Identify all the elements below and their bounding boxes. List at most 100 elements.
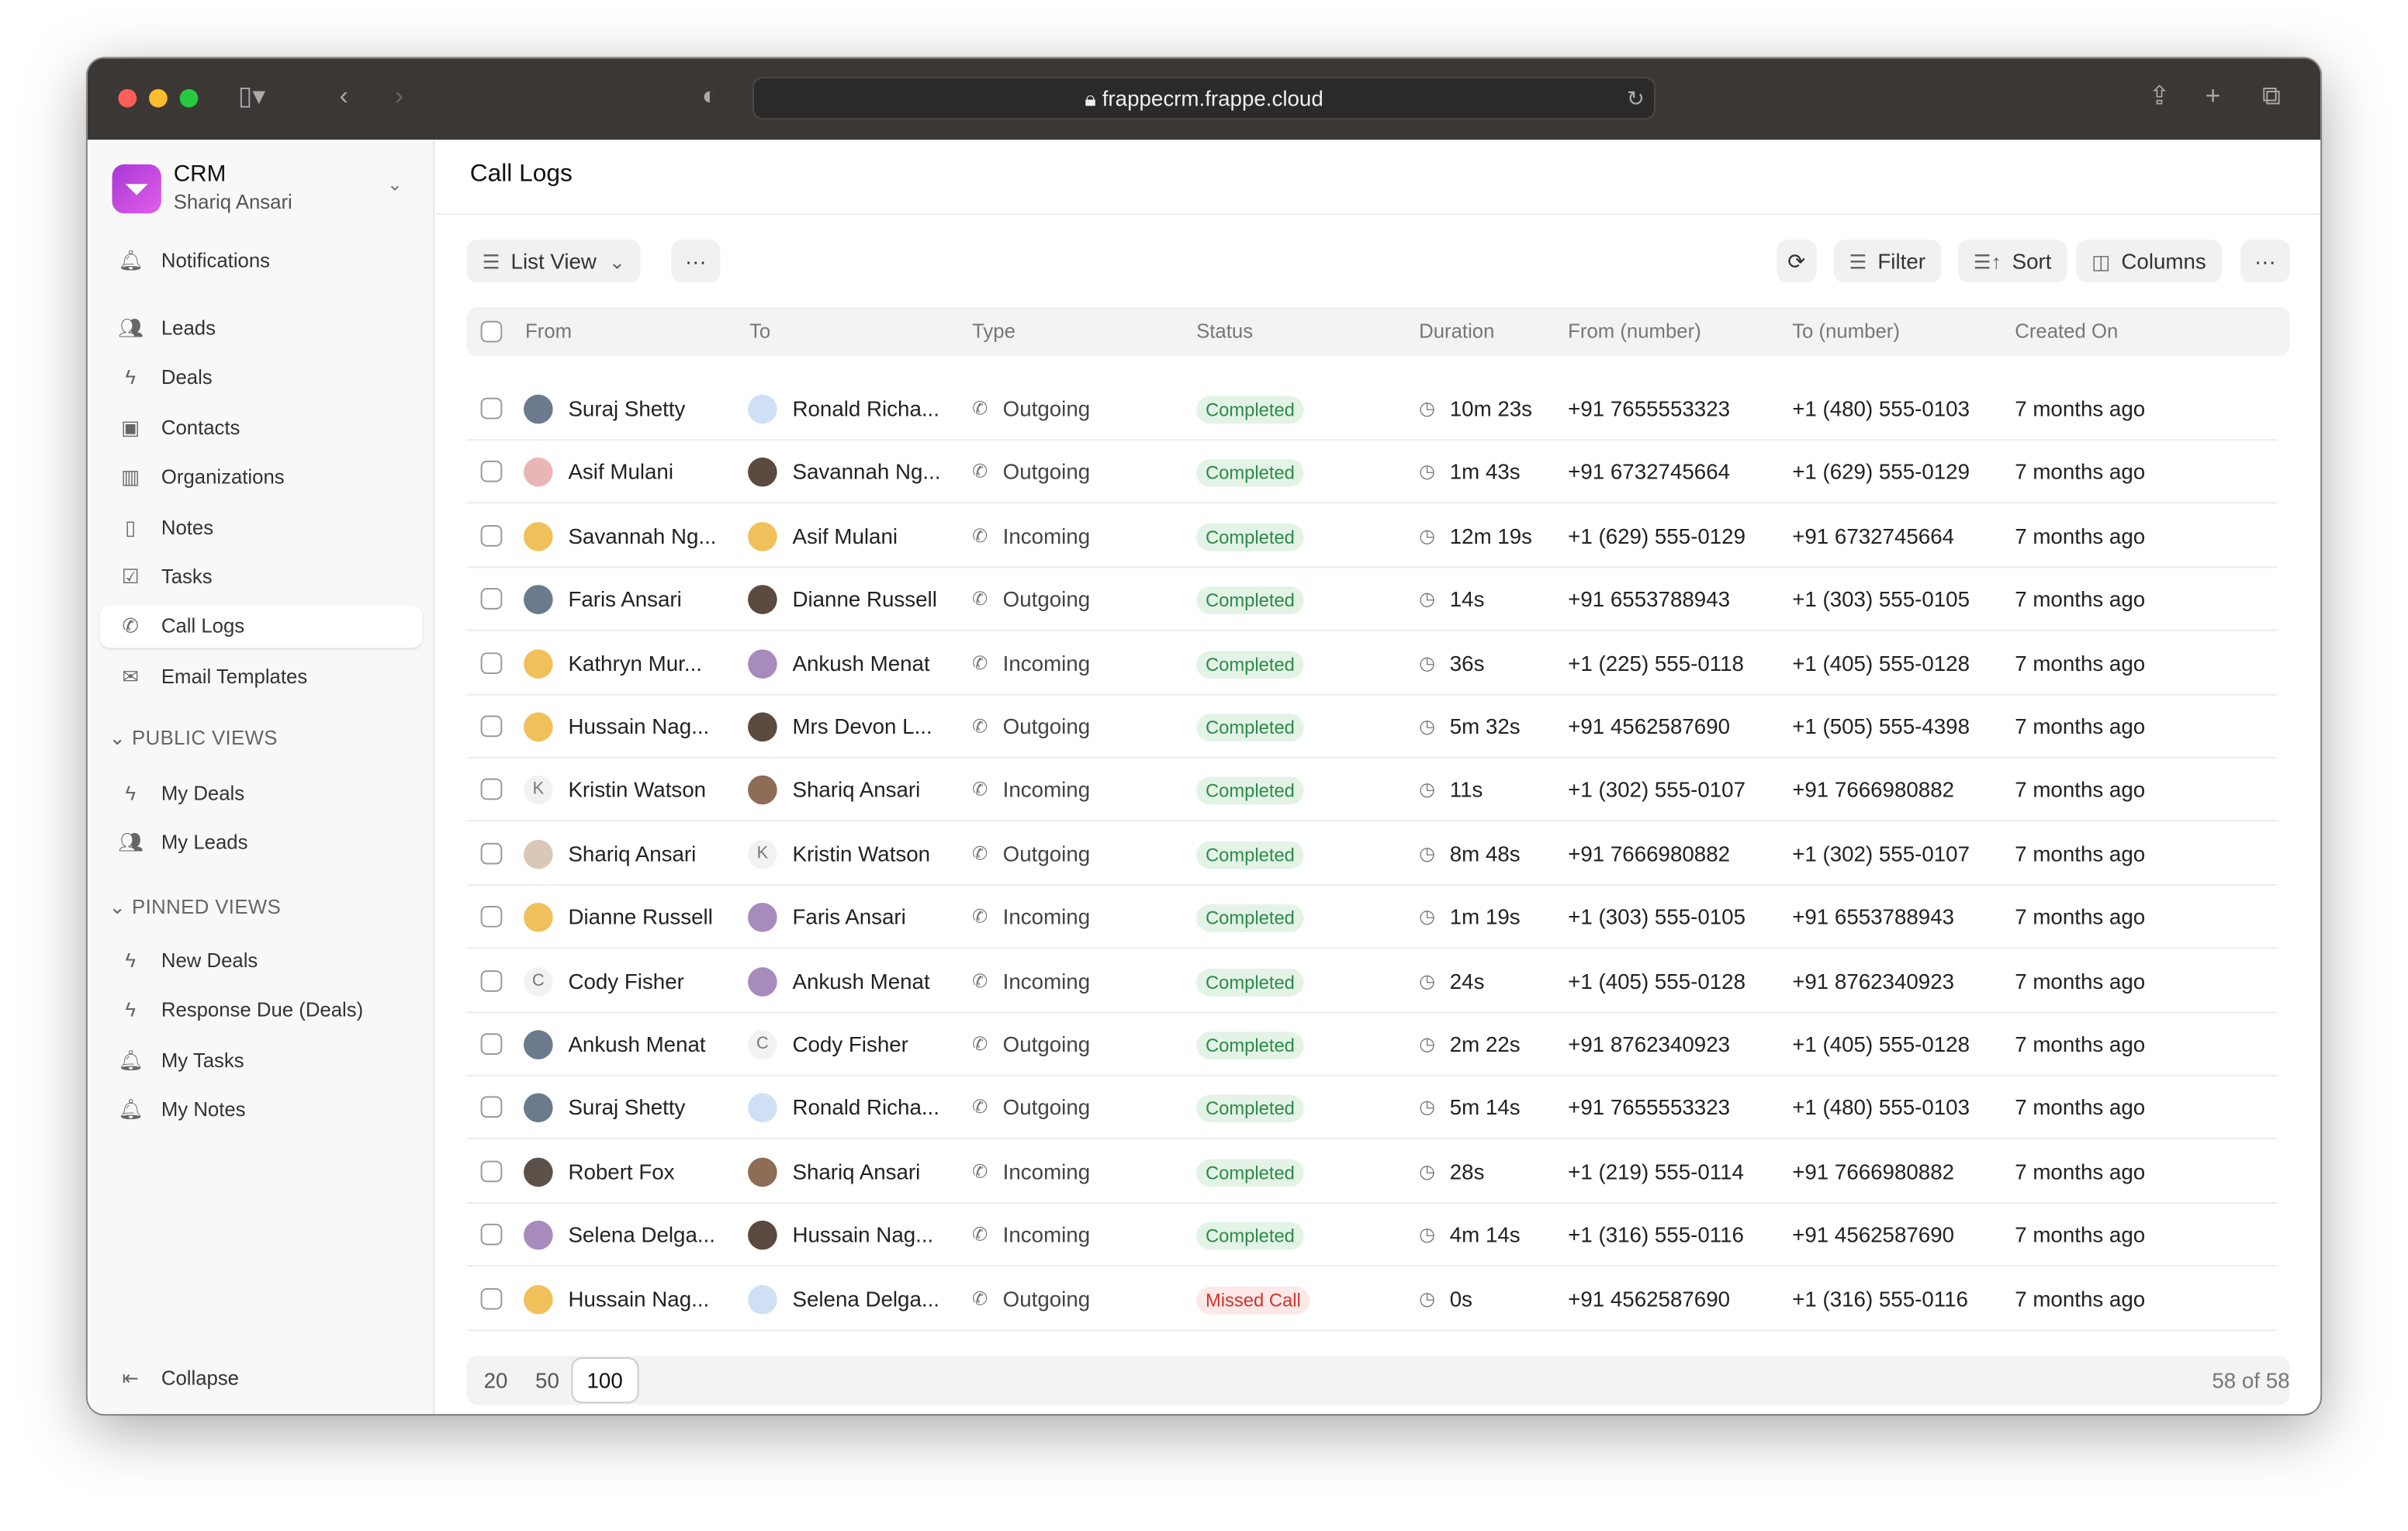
avatar — [748, 648, 777, 679]
address-bar[interactable]: 🔒︎ frappecrm.frappe.cloud ↻ — [752, 76, 1656, 120]
duration: 11s — [1449, 777, 1483, 803]
row-checkbox[interactable] — [480, 1160, 503, 1182]
app-name: CRM — [173, 161, 227, 188]
tabs-overview-icon[interactable]: ⧉ — [2261, 81, 2281, 111]
sidebar-item-new-deals[interactable]: ϟ New Deals — [100, 940, 423, 983]
sidebar-toggle-icon[interactable]: ▯▾ — [237, 81, 266, 111]
collapse-button[interactable]: ⇤ Collapse — [100, 1357, 423, 1400]
column-header-duration[interactable]: Duration — [1419, 319, 1495, 343]
to-name: Hussain Nag... — [792, 1222, 934, 1247]
contact-icon: ▣ — [121, 416, 140, 439]
row-checkbox[interactable] — [480, 1287, 503, 1309]
outgoing-call-icon: ✆ — [972, 715, 988, 738]
table-row[interactable]: Faris Ansari Dianne Russell ✆ Outgoing Compl… — [466, 569, 2278, 631]
sidebar-item-tasks[interactable]: ☑ Tasks — [100, 556, 423, 599]
table-row[interactable]: Selena Delga... Hussain Nag... ✆ Incoming Co… — [466, 1204, 2278, 1267]
row-checkbox[interactable] — [480, 524, 503, 547]
page-size-20[interactable]: 20 — [483, 1367, 508, 1393]
sidebar-item-email-templates[interactable]: ✉ Email Templates — [100, 655, 423, 698]
sidebar-item-my-leads[interactable]: 👥︎ My Leads — [100, 822, 423, 865]
chevron-down-icon: ⌄ — [109, 726, 133, 750]
phone-icon: ✆ — [122, 614, 140, 638]
column-header-created-on[interactable]: Created On — [2015, 319, 2119, 343]
row-checkbox[interactable] — [480, 1224, 503, 1246]
view-selector[interactable]: ☰ List View ⌄ — [466, 239, 642, 283]
columns-button[interactable]: ◫ Columns — [2076, 239, 2222, 283]
column-header-to-number[interactable]: To (number) — [1792, 319, 1900, 343]
view-options-button[interactable]: ··· — [671, 239, 721, 283]
to-number: +91 7666980882 — [1792, 777, 1955, 803]
column-header-from-number[interactable]: From (number) — [1568, 319, 1701, 343]
table-row[interactable]: K Kristin Watson Shariq Ansari ✆ Incoming Com… — [466, 759, 2278, 822]
reload-icon[interactable]: ↻ — [1626, 85, 1645, 111]
refresh-button[interactable]: ⟳ — [1777, 239, 1817, 283]
lightning-icon: ϟ — [125, 781, 137, 805]
table-row[interactable]: Ankush Menat C Cody Fisher ✆ Outgoing Complet… — [466, 1014, 2278, 1077]
table-row[interactable]: Shariq Ansari K Kristin Watson ✆ Outgoing Com… — [466, 823, 2278, 886]
incoming-call-icon: ✆ — [972, 1160, 988, 1182]
row-checkbox[interactable] — [480, 779, 503, 801]
row-checkbox[interactable] — [480, 1097, 503, 1118]
row-checkbox[interactable] — [480, 715, 503, 738]
sidebar-item-response-due-deals[interactable]: ϟ Response Due (Deals) — [100, 990, 423, 1032]
row-checkbox[interactable] — [480, 588, 503, 610]
column-header-to[interactable]: To — [749, 319, 771, 343]
minimize-window-button[interactable] — [149, 88, 168, 108]
incoming-call-icon: ✆ — [972, 969, 988, 992]
duration: 5m 14s — [1449, 1095, 1521, 1120]
new-tab-icon[interactable]: + — [2205, 81, 2221, 111]
table-row[interactable]: Dianne Russell Faris Ansari ✆ Incoming Compl… — [466, 886, 2278, 949]
row-checkbox[interactable] — [480, 906, 503, 928]
table-row[interactable]: Suraj Shetty Ronald Richa... ✆ Outgoing Comp… — [466, 1077, 2278, 1140]
back-icon[interactable]: ‹ — [339, 81, 348, 111]
row-checkbox[interactable] — [480, 842, 503, 865]
table-row[interactable]: Kathryn Mur... Ankush Menat ✆ Incoming Compl… — [466, 632, 2278, 695]
filter-button[interactable]: ☰ Filter — [1833, 239, 1941, 283]
column-header-from[interactable]: From — [525, 319, 573, 343]
forward-icon[interactable]: › — [394, 81, 403, 111]
pinned-views-toggle[interactable]: ⌄ PINNED VIEWS — [109, 895, 282, 920]
to-name: Shariq Ansari — [792, 1159, 921, 1184]
sidebar-item-call-logs[interactable]: ✆ Call Logs — [99, 605, 423, 649]
sidebar-item-my-tasks[interactable]: 🔔︎ My Tasks — [100, 1039, 423, 1082]
sidebar-item-deals[interactable]: ϟ Deals — [100, 357, 423, 399]
row-checkbox[interactable] — [480, 651, 503, 674]
column-header-type[interactable]: Type — [972, 319, 1015, 343]
shield-icon[interactable]: ◐ — [701, 81, 718, 111]
share-icon[interactable]: ⇪ — [2148, 81, 2171, 111]
table-row[interactable]: Robert Fox Shariq Ansari ✆ Incoming Complete… — [466, 1140, 2278, 1204]
sidebar-item-organizations[interactable]: ▥ Organizations — [100, 456, 423, 499]
sidebar-item-label: Tasks — [161, 565, 213, 589]
table-row[interactable]: Hussain Nag... Mrs Devon L... ✆ Outgoing Com… — [466, 696, 2278, 759]
table-row[interactable]: Savannah Ng... Asif Mulani ✆ Incoming Comple… — [466, 505, 2278, 569]
page-size-50[interactable]: 50 — [535, 1367, 559, 1393]
avatar — [748, 585, 777, 615]
table-row[interactable]: C Cody Fisher Ankush Menat ✆ Incoming Complet… — [466, 950, 2278, 1013]
row-checkbox[interactable] — [480, 397, 503, 420]
more-options-button[interactable]: ··· — [2240, 239, 2290, 283]
select-all-checkbox[interactable] — [480, 320, 503, 343]
table-row[interactable]: Suraj Shetty Ronald Richa... ✆ Outgoing Comp… — [466, 378, 2278, 441]
sidebar-item-label: Leads — [161, 316, 216, 340]
column-header-status[interactable]: Status — [1196, 319, 1254, 343]
sort-button[interactable]: ☰↑ Sort — [1957, 239, 2067, 283]
row-checkbox[interactable] — [480, 461, 503, 483]
maximize-window-button[interactable] — [179, 88, 199, 108]
row-checkbox[interactable] — [480, 969, 503, 992]
public-views-toggle[interactable]: ⌄ PUBLIC VIEWS — [109, 726, 278, 751]
table-row[interactable]: Hussain Nag... Selena Delga... ✆ Outgoing Mi… — [466, 1267, 2278, 1331]
avatar — [524, 839, 553, 869]
sidebar-item-contacts[interactable]: ▣ Contacts — [100, 406, 423, 449]
sidebar-item-my-deals[interactable]: ϟ My Deals — [100, 772, 423, 815]
close-window-button[interactable] — [118, 88, 137, 108]
page-size-100[interactable]: 100 — [573, 1358, 637, 1402]
sidebar-item-notifications[interactable]: 🔔︎ Notifications — [100, 240, 423, 282]
sidebar-item-notes[interactable]: ▯ Notes — [100, 506, 423, 548]
collapse-icon: ⇤ — [122, 1366, 140, 1390]
sort-label: Sort — [2012, 248, 2052, 274]
table-row[interactable]: Asif Mulani Savannah Ng... ✆ Outgoing Comple… — [466, 441, 2278, 505]
row-checkbox[interactable] — [480, 1033, 503, 1055]
duration: 14s — [1449, 586, 1485, 612]
sidebar-item-my-notes[interactable]: 🔔︎ My Notes — [100, 1089, 423, 1132]
sidebar-item-leads[interactable]: 👥︎ Leads — [100, 307, 423, 350]
